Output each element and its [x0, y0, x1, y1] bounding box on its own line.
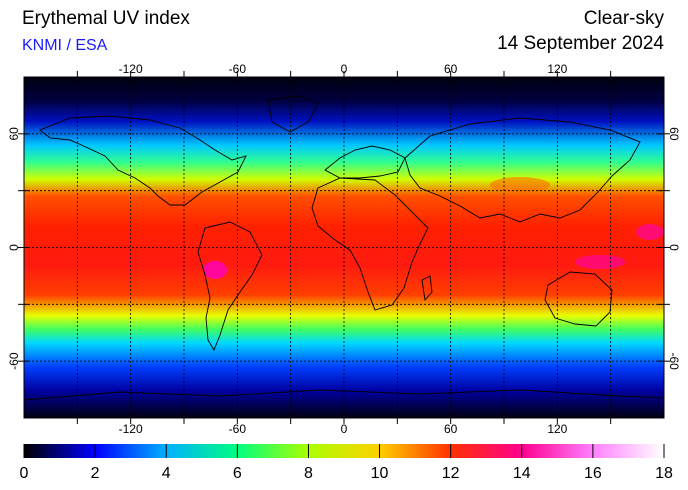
lat-tick-label-right: 60 [667, 127, 681, 141]
lon-tick-label: -120 [119, 422, 143, 436]
hotspot-tibet [490, 177, 550, 193]
coastline-asia [404, 117, 641, 223]
coastline-madagascar [421, 275, 433, 302]
coastline-north-america [39, 115, 247, 206]
lon-tick-label: 120 [547, 62, 567, 76]
lon-tick-label: -120 [119, 62, 143, 76]
sky-mode-label: Clear-sky [583, 8, 664, 29]
colorbar-tick-label: 2 [91, 465, 100, 482]
colorbar-tick-label: 18 [655, 465, 673, 482]
lon-tick-label: -60 [229, 422, 247, 436]
latitude-labels: 60 60 0 0 -60 -60 [7, 127, 681, 370]
coastlines [23, 95, 665, 401]
lon-tick-label: 60 [444, 62, 458, 76]
lon-tick-label: 120 [547, 422, 567, 436]
graticule [24, 77, 664, 418]
colorbar-tick-label: 16 [584, 465, 602, 482]
coastline-africa [311, 177, 429, 311]
colorbar-tick-label: 14 [513, 465, 531, 482]
colorbar-tick-label: 8 [304, 465, 313, 482]
colorbar-tick-label: 10 [371, 465, 389, 482]
lat-tick-label-left: 60 [7, 127, 21, 141]
colorbar [24, 444, 664, 458]
lat-tick-label-left: 0 [7, 244, 21, 251]
colorbar-tick-label: 12 [442, 465, 460, 482]
hotspot-indonesia [575, 255, 625, 269]
colorbar-tick-label: 6 [233, 465, 242, 482]
credit-label: KNMI / ESA [22, 37, 108, 54]
lat-tick-label-right: -60 [667, 352, 681, 370]
coastline-australia [544, 271, 613, 327]
date-label: 14 September 2024 [497, 33, 664, 54]
coastline-south-america [197, 221, 263, 352]
coastline-antarctica [23, 389, 665, 401]
colorbar-tick-label: 0 [20, 465, 29, 482]
lat-tick-label-right: 0 [667, 244, 681, 251]
hotspot-pacific [636, 224, 664, 240]
lon-tick-label: -60 [229, 62, 247, 76]
longitude-labels: -120 -120 -60 -60 0 0 60 60 120 120 [119, 62, 568, 436]
colorbar-ticks: 0 2 4 6 8 10 12 14 16 18 [20, 444, 673, 482]
lat-tick-label-left: -60 [7, 352, 21, 370]
lon-tick-label: 60 [444, 422, 458, 436]
frame-ticks [18, 71, 670, 424]
uv-hotspots [203, 177, 664, 279]
lon-tick-label: 0 [341, 62, 348, 76]
coastline-greenland [267, 95, 319, 133]
hotspot-andes [203, 261, 227, 279]
lon-tick-label: 0 [341, 422, 348, 436]
map-title: Erythemal UV index [22, 8, 190, 29]
colorbar-tick-label: 4 [162, 465, 171, 482]
